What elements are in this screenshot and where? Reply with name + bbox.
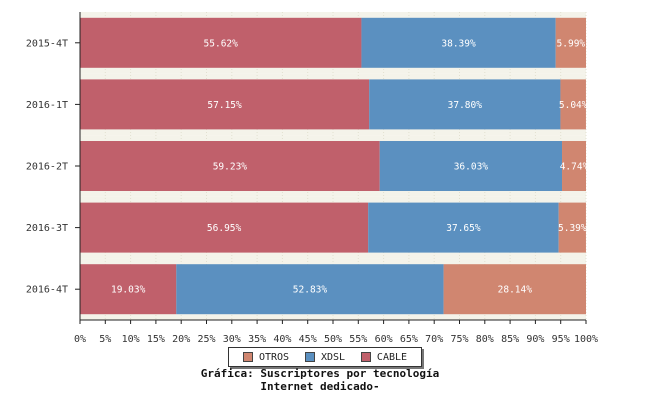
bar-cable-2015-4T [80, 17, 362, 68]
category-label: 2016-2T [26, 162, 68, 173]
bar-label-xdsl-2016-3T: 37.65% [446, 223, 481, 234]
x-tick-label: 90% [526, 334, 544, 345]
x-tick-label: 0% [74, 334, 86, 345]
bar-cable-2016-4T [80, 264, 177, 315]
x-tick-label: 95% [552, 334, 570, 345]
bar-xdsl-2016-3T [368, 202, 559, 253]
bar-otros-2015-4T [555, 17, 586, 68]
legend-swatch-xdsl [304, 352, 315, 362]
x-tick-label: 50% [324, 334, 342, 345]
x-tick-label: 25% [197, 334, 215, 345]
bar-label-xdsl-2016-1T: 37.80% [448, 100, 483, 111]
chart-title-line1: Gráfica: Suscriptores por tecnología [200, 367, 440, 380]
bar-label-xdsl-2015-4T: 38.39% [441, 38, 476, 49]
bar-cable-2016-1T [80, 79, 370, 130]
chart-legend: OTROS XDSL CABLE [228, 347, 422, 367]
bar-label-xdsl-2016-2T: 36.03% [454, 162, 489, 173]
bar-label-cable-2016-3T: 56.95% [207, 223, 242, 234]
bar-label-otros-2015-4T: 5.99% [557, 38, 586, 49]
bar-otros-2016-4T [443, 264, 586, 315]
x-tick-label: 70% [425, 334, 443, 345]
category-label: 2016-1T [26, 100, 68, 111]
legend-item-otros: OTROS [242, 351, 290, 363]
x-tick-label: 5% [99, 334, 111, 345]
x-tick-label: 20% [172, 334, 190, 345]
x-tick-label: 60% [375, 334, 393, 345]
x-tick-label: 45% [299, 334, 317, 345]
x-tick-label: 100% [574, 334, 598, 345]
bar-otros-2016-1T [560, 79, 586, 130]
legend-label-xdsl: XDSL [320, 351, 346, 363]
bar-xdsl-2015-4T [361, 17, 556, 68]
x-tick-label: 30% [223, 334, 241, 345]
bar-xdsl-2016-1T [369, 79, 561, 130]
x-tick-label: 35% [248, 334, 266, 345]
legend-swatch-cable [360, 352, 371, 362]
legend-label-cable: CABLE [376, 351, 408, 363]
category-label: 2015-4T [26, 38, 68, 49]
bar-xdsl-2016-2T [379, 141, 563, 191]
bar-label-cable-2016-2T: 59.23% [213, 162, 248, 173]
bar-label-xdsl-2016-4T: 52.83% [293, 285, 328, 296]
x-tick-label: 65% [400, 334, 418, 345]
bar-label-cable-2016-1T: 57.15% [207, 100, 242, 111]
bar-cable-2016-3T [80, 202, 369, 253]
x-tick-label: 75% [450, 334, 468, 345]
bar-otros-2016-3T [558, 202, 586, 253]
legend-item-cable: CABLE [360, 351, 408, 363]
x-tick-label: 85% [501, 334, 519, 345]
x-tick-label: 15% [147, 334, 165, 345]
chart-caption: Gráfica: Suscriptores por tecnología Int… [0, 367, 640, 393]
bar-label-otros-2016-4T: 28.14% [498, 285, 533, 296]
bar-xdsl-2016-4T [176, 264, 444, 315]
legend-label-otros: OTROS [258, 351, 290, 363]
bar-otros-2016-2T [562, 141, 586, 191]
bar-cable-2016-2T [80, 141, 380, 191]
x-tick-label: 40% [273, 334, 291, 345]
chart-title-line2: Internet dedicado- [260, 380, 380, 393]
x-tick-label: 80% [476, 334, 494, 345]
bar-label-otros-2016-1T: 5.04% [559, 100, 588, 111]
bar-label-otros-2016-2T: 4.74% [560, 162, 589, 173]
category-label: 2016-4T [26, 285, 68, 296]
bar-label-cable-2015-4T: 55.62% [204, 38, 239, 49]
legend-swatch-otros [242, 352, 253, 362]
bar-label-cable-2016-4T: 19.03% [111, 285, 146, 296]
legend-item-xdsl: XDSL [304, 351, 346, 363]
bar-label-otros-2016-3T: 5.39% [558, 223, 587, 234]
category-label: 2016-3T [26, 223, 68, 234]
x-tick-label: 10% [122, 334, 140, 345]
x-tick-label: 55% [349, 334, 367, 345]
